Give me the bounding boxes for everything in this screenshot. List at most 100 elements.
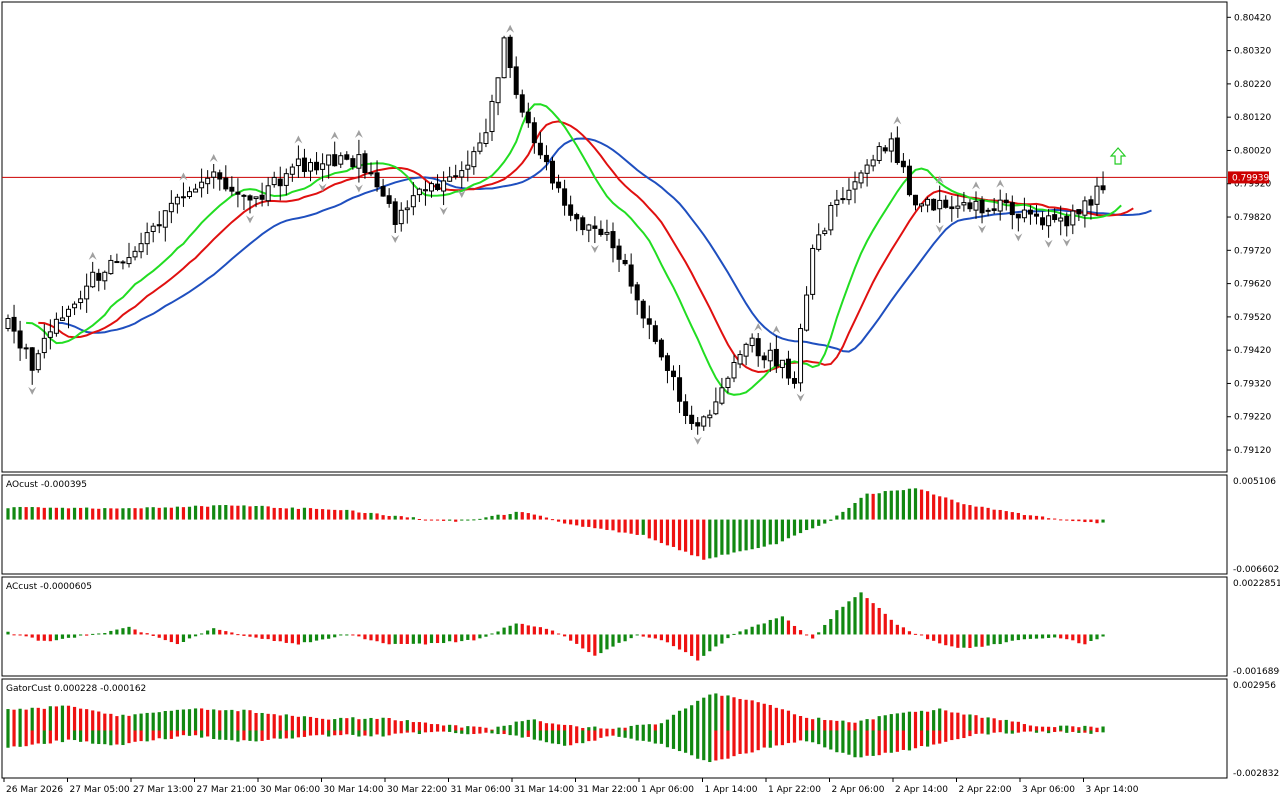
ac-bar bbox=[1101, 634, 1105, 637]
gator-lower-bar bbox=[968, 730, 972, 737]
ac-bar bbox=[569, 634, 573, 641]
ac-bar bbox=[629, 634, 633, 639]
gator-lower-bar bbox=[472, 730, 476, 735]
ac-bar bbox=[1010, 634, 1014, 641]
main-panel[interactable] bbox=[1, 1, 1228, 473]
ao-bar bbox=[919, 489, 924, 520]
ac-bar bbox=[260, 634, 264, 639]
candle-body bbox=[1064, 215, 1070, 227]
ao-bar bbox=[798, 519, 803, 534]
ac-bar bbox=[605, 634, 609, 650]
ao-bar bbox=[333, 509, 337, 520]
ac-panel[interactable] bbox=[1, 576, 1228, 677]
ac-bar bbox=[181, 634, 186, 642]
ac-bar bbox=[1034, 634, 1039, 639]
gator-lower-bar bbox=[859, 730, 863, 758]
gator-upper-bar bbox=[151, 712, 155, 731]
gator-upper-bar bbox=[526, 719, 530, 731]
ao-bar bbox=[883, 491, 887, 520]
ac-bar bbox=[66, 634, 71, 638]
ao-bar bbox=[72, 507, 77, 520]
candle-body bbox=[755, 338, 761, 357]
gator-lower-bar bbox=[423, 730, 428, 733]
gator-upper-bar bbox=[442, 725, 446, 731]
gator-upper-bar bbox=[405, 720, 409, 731]
ao-bar bbox=[175, 506, 179, 520]
ao-bar bbox=[926, 491, 930, 520]
ac-bar bbox=[587, 634, 591, 653]
gator-upper-bar bbox=[157, 712, 161, 731]
ac-bar bbox=[18, 634, 22, 636]
candle-body bbox=[628, 264, 634, 287]
candle-body bbox=[217, 172, 223, 180]
candle-body bbox=[658, 339, 664, 358]
gator-upper-bar bbox=[284, 714, 288, 731]
gator-lower-bar bbox=[544, 730, 549, 743]
ao-bar bbox=[1065, 519, 1069, 521]
gator-upper-bar bbox=[24, 709, 28, 731]
gator-lower-bar bbox=[587, 730, 591, 742]
candle-body bbox=[991, 208, 997, 211]
gator-upper-bar bbox=[532, 719, 536, 731]
gator-lower-bar bbox=[926, 730, 930, 747]
gator-panel[interactable] bbox=[1, 678, 1228, 779]
gator-upper-bar bbox=[1083, 725, 1087, 731]
ao-bar bbox=[665, 519, 670, 546]
gator-upper-bar bbox=[514, 721, 518, 731]
ao-panel[interactable] bbox=[1, 474, 1228, 575]
ac-bar bbox=[684, 634, 688, 653]
gator-lower-bar bbox=[841, 730, 845, 753]
ac-bar bbox=[550, 630, 555, 635]
ao-bar bbox=[206, 506, 210, 520]
ao-bar bbox=[756, 519, 760, 549]
price-tick-label: 0.79820 bbox=[1234, 213, 1271, 223]
fractal-down-marker bbox=[28, 386, 37, 395]
candle-body bbox=[731, 362, 737, 379]
gator-lower-bar bbox=[1071, 730, 1075, 732]
ao-bar bbox=[460, 519, 464, 521]
gator-upper-bar bbox=[974, 715, 978, 731]
fractal-up-marker bbox=[179, 172, 188, 181]
ao-bar bbox=[321, 509, 325, 520]
gator-lower-bar bbox=[12, 730, 16, 747]
ac-bar bbox=[962, 634, 966, 648]
ao-bar bbox=[738, 519, 742, 552]
ao-bar bbox=[514, 511, 518, 520]
candle-body bbox=[634, 284, 640, 301]
ao-bar bbox=[575, 519, 579, 526]
ao-bar bbox=[375, 513, 379, 520]
candle-body bbox=[568, 204, 574, 216]
candle-body bbox=[138, 243, 144, 253]
gator-upper-bar bbox=[85, 709, 89, 731]
ac-bar bbox=[442, 634, 446, 644]
ao-bar bbox=[1083, 519, 1087, 523]
time-tick-label: 1 Apr 22:00 bbox=[768, 785, 821, 795]
candle-body bbox=[961, 202, 967, 206]
gator-lower-bar bbox=[6, 730, 10, 748]
ao-bar bbox=[671, 519, 676, 547]
candle-body bbox=[277, 178, 283, 187]
gator-lower-bar bbox=[242, 730, 246, 741]
ao-bar bbox=[853, 502, 857, 520]
candle-body bbox=[664, 355, 670, 371]
gator-lower-bar bbox=[490, 730, 494, 734]
gator-upper-bar bbox=[835, 720, 839, 731]
price-tick-label: 0.79920 bbox=[1234, 180, 1271, 190]
ao-bar bbox=[980, 506, 984, 520]
candle-body bbox=[931, 198, 937, 211]
ac-bar bbox=[423, 634, 428, 645]
gator-upper-bar bbox=[593, 726, 597, 731]
ao-bar bbox=[284, 508, 288, 520]
candle-body bbox=[695, 422, 701, 427]
ac-bar bbox=[60, 634, 65, 639]
ac-bar bbox=[484, 634, 488, 637]
ao-bar bbox=[1095, 519, 1099, 524]
ao-axis-max: 0.005106 bbox=[1233, 477, 1276, 487]
gator-upper-bar bbox=[242, 709, 246, 731]
gator-lower-bar bbox=[200, 730, 204, 738]
fractal-up-marker bbox=[935, 175, 944, 184]
candle-body bbox=[943, 199, 949, 208]
ao-bar bbox=[647, 519, 651, 539]
candle-body bbox=[701, 416, 707, 427]
